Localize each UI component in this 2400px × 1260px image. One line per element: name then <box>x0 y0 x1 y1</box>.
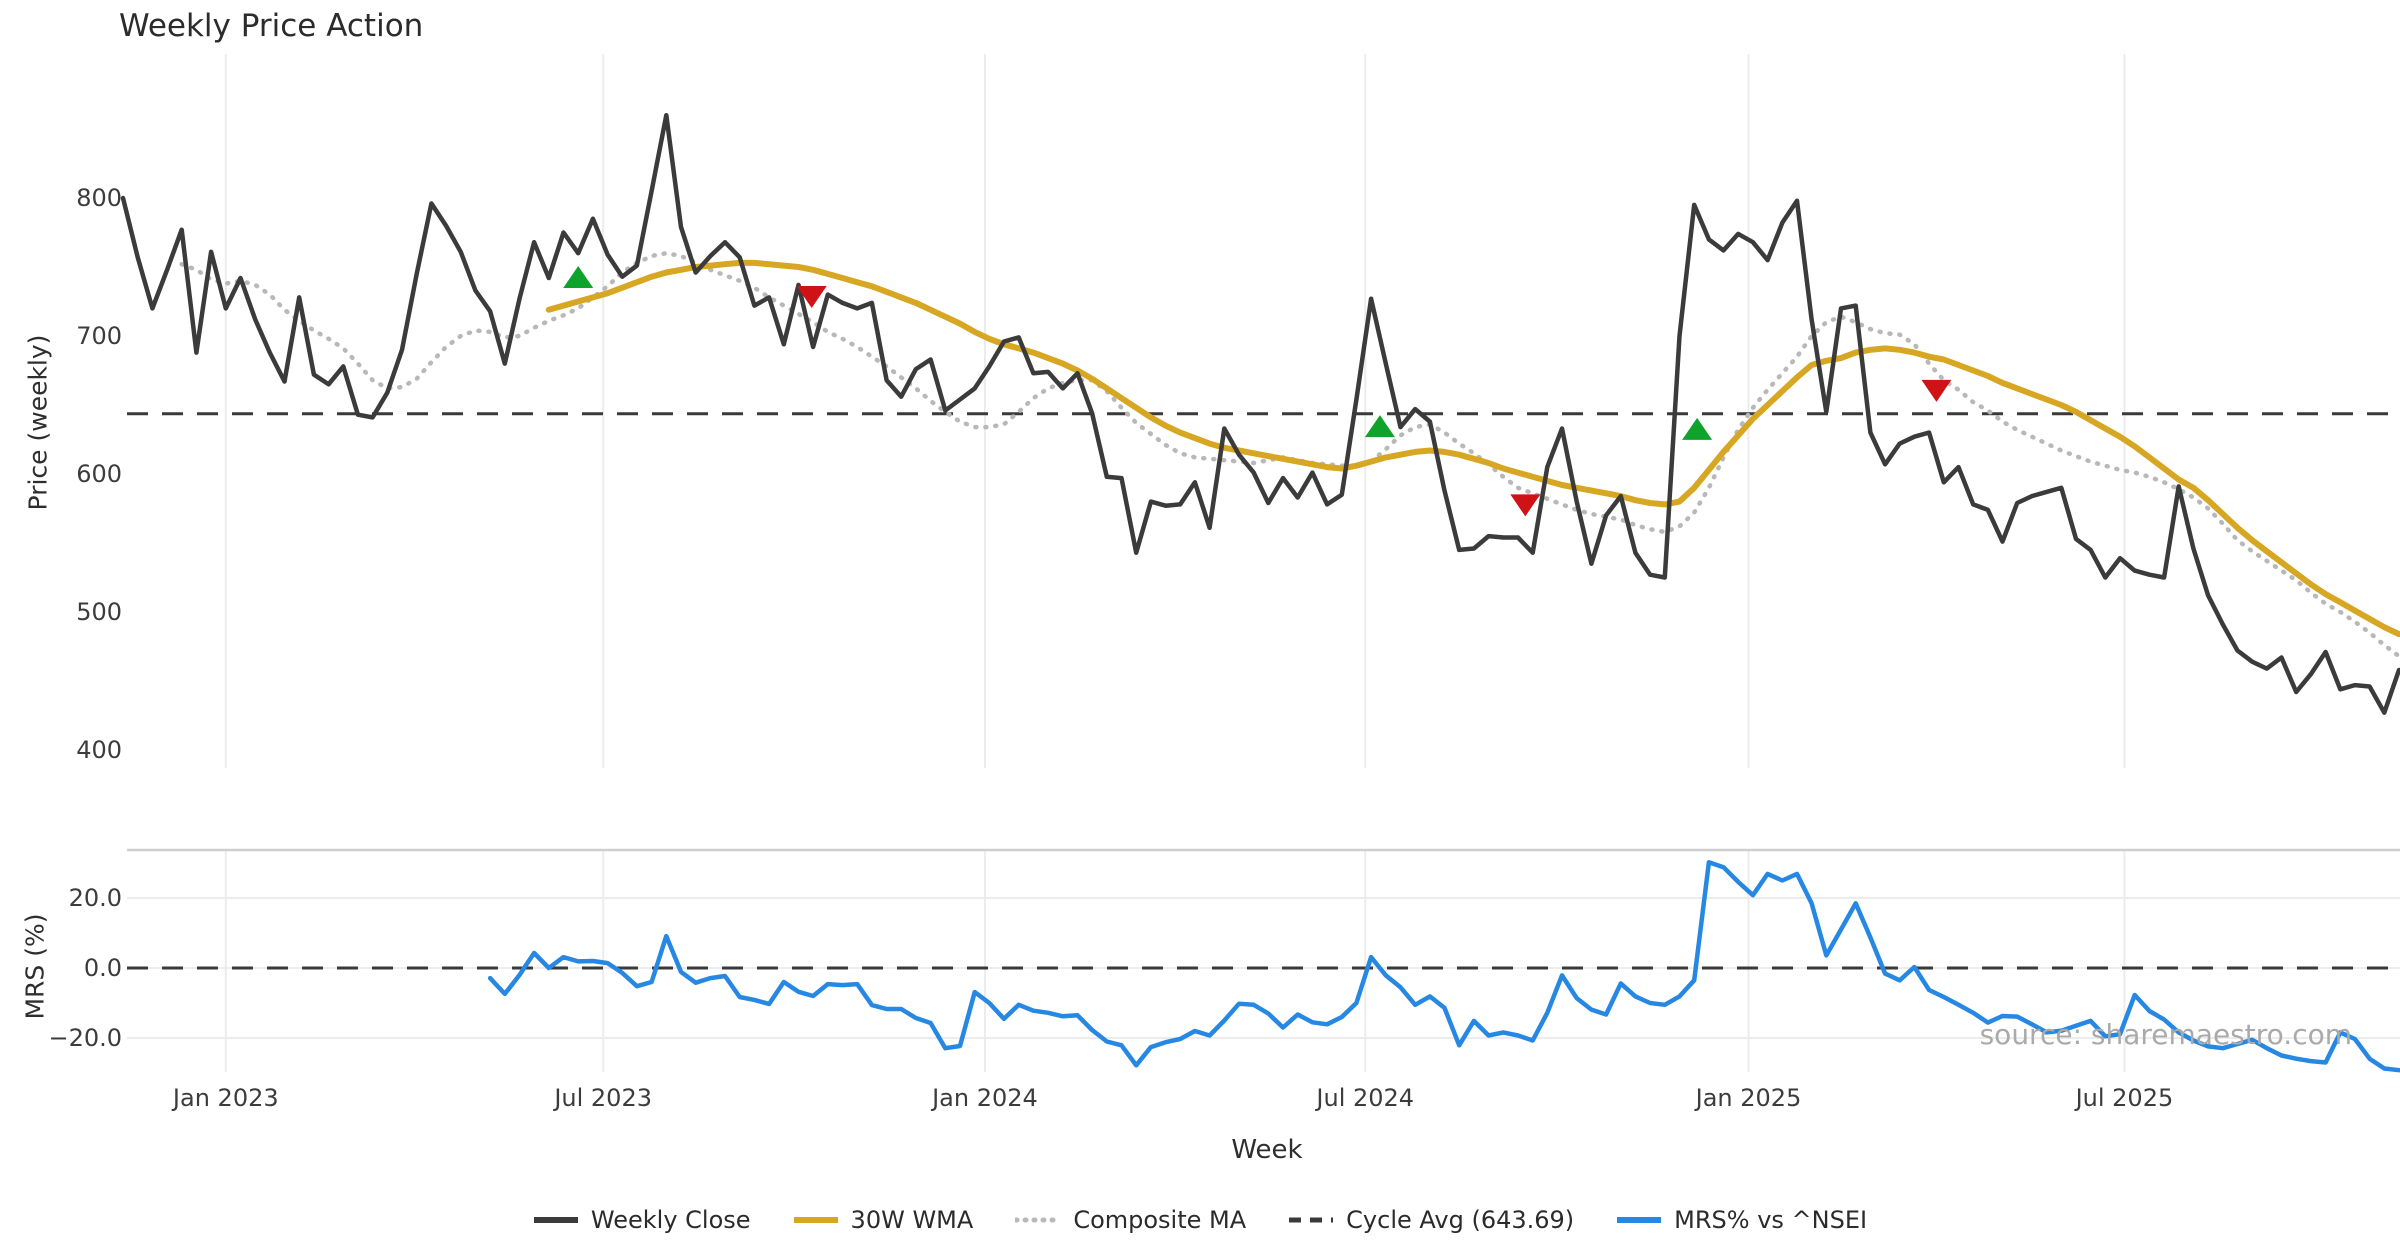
x-tick-label: Jul 2024 <box>1316 1084 1415 1112</box>
legend-swatch-dashed-icon <box>1289 1217 1334 1223</box>
price-tick-label: 700 <box>76 322 122 350</box>
x-tick-label: Jul 2023 <box>554 1084 652 1112</box>
x-tick-label: Jan 2025 <box>1695 1084 1802 1112</box>
legend-item: 30W WMA <box>793 1206 974 1234</box>
legend-item: MRS% vs ^NSEI <box>1616 1206 1867 1234</box>
mrs-tick-label: 0.0 <box>83 954 122 982</box>
legend-swatch-solid-icon <box>533 1217 578 1223</box>
price-axis-label: Price (weekly) <box>23 334 53 511</box>
price-tick-label: 400 <box>76 736 122 764</box>
wma-line <box>545 259 2400 638</box>
legend-label: Composite MA <box>1073 1206 1247 1234</box>
buy-marker-icon <box>1682 417 1713 440</box>
legend-label: MRS% vs ^NSEI <box>1674 1206 1868 1234</box>
legend-item: Cycle Avg (643.69) <box>1288 1206 1574 1234</box>
sell-marker-icon <box>1921 379 1952 402</box>
x-tick-label: Jul 2025 <box>2075 1084 2174 1112</box>
legend-swatch-solid-icon <box>1617 1217 1662 1223</box>
price-tick-label: 800 <box>76 184 122 212</box>
legend-item: Weekly Close <box>533 1206 751 1234</box>
chart-title: Weekly Price Action <box>119 8 424 44</box>
legend-label: Weekly Close <box>590 1206 751 1234</box>
x-tick-label: Jan 2023 <box>172 1084 279 1112</box>
mrs-tick-label: −20.0 <box>48 1024 122 1052</box>
legend-swatch-solid-icon <box>793 1217 838 1223</box>
mrs-line <box>487 860 2400 1073</box>
buy-marker-icon <box>563 266 594 289</box>
legend-label: 30W WMA <box>850 1206 974 1234</box>
legend-item: Composite MA <box>1015 1206 1246 1234</box>
chart-legend: Weekly Close 30W WMA Composite MA Cycle Avg… <box>0 1206 2400 1234</box>
x-axis-label: Week <box>1231 1135 1303 1165</box>
sell-marker-icon <box>1510 494 1541 517</box>
x-tick-label: Jan 2024 <box>932 1084 1038 1112</box>
legend-swatch-dotted-icon <box>1015 1217 1062 1223</box>
mrs-tick-label: 20.0 <box>68 884 122 912</box>
weekly-close-line <box>120 112 2400 715</box>
buy-marker-icon <box>1364 415 1395 438</box>
legend-label: Cycle Avg (643.69) <box>1346 1206 1575 1234</box>
source-watermark: source: sharemaestro.com <box>1979 1018 2352 1051</box>
sell-marker-icon <box>796 285 827 308</box>
price-tick-label: 600 <box>76 460 122 488</box>
price-tick-label: 500 <box>76 598 122 626</box>
